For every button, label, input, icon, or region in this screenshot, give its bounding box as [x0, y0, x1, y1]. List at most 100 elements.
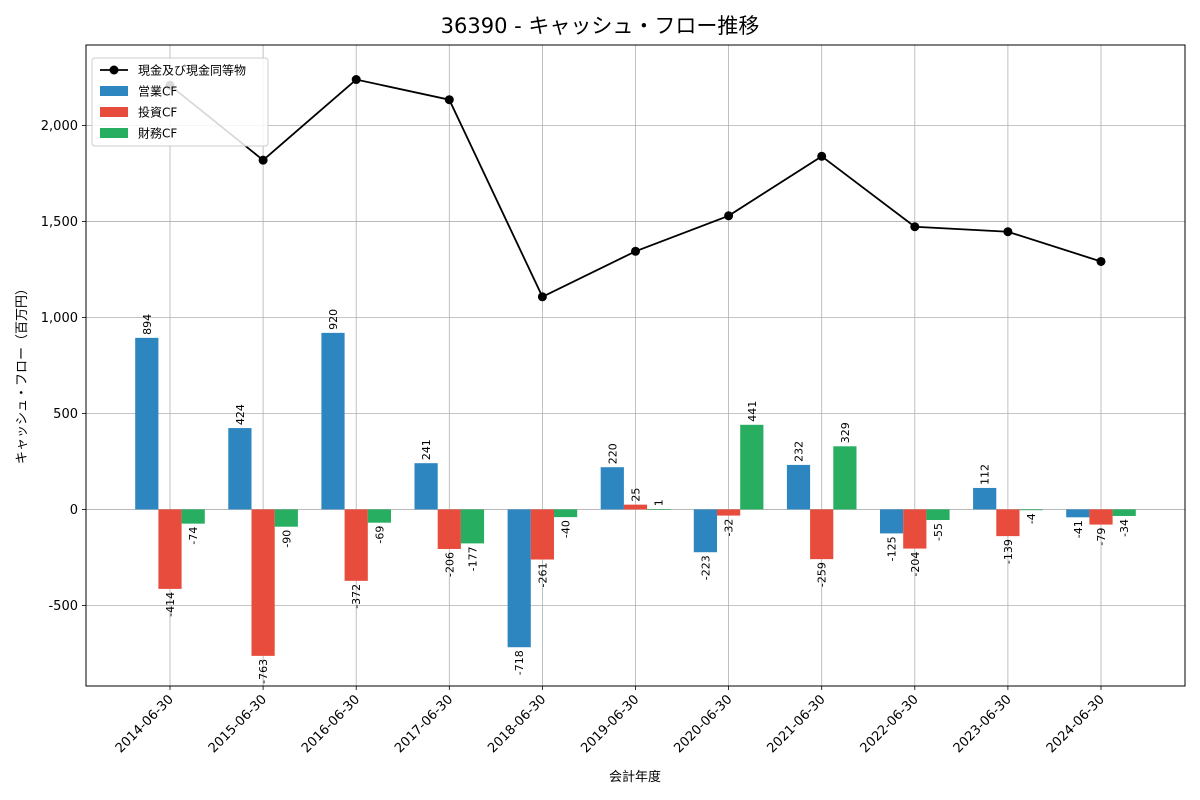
data-label: -259 [816, 562, 829, 587]
cash-point [537, 292, 547, 302]
data-labels: 894424920241-718220-223232-125112-41-414… [141, 309, 1131, 684]
bar [600, 467, 624, 510]
y-tick-label: -500 [48, 599, 78, 614]
data-label: -206 [443, 552, 456, 577]
legend-box [91, 57, 269, 147]
bar [1066, 509, 1090, 518]
data-label: -90 [280, 530, 293, 548]
legend-entry: 現金及び現金同等物 [138, 63, 246, 78]
data-label: -372 [350, 584, 363, 609]
cash-point [258, 155, 268, 165]
legend-bar-swatch [100, 107, 128, 117]
bar [996, 509, 1020, 537]
y-tick-label: 0 [70, 503, 78, 518]
cash-point [1003, 227, 1013, 237]
data-label: -32 [723, 519, 736, 537]
bar [880, 509, 904, 534]
bar-series [135, 332, 1136, 656]
bar [926, 509, 950, 520]
bar [181, 509, 205, 524]
cash-point [724, 211, 734, 221]
cash-point [631, 246, 640, 256]
y-tick-label: 2,000 [41, 119, 78, 134]
bar [810, 509, 834, 560]
legend-entry: 財務CF [138, 126, 177, 141]
legend-bar-swatch [100, 86, 128, 96]
y-tick-label: 1,500 [41, 215, 78, 230]
data-label: -125 [886, 536, 899, 561]
data-label: -41 [1072, 520, 1085, 538]
bar [554, 509, 578, 518]
data-label: -79 [1095, 528, 1108, 546]
line-series [165, 75, 1106, 302]
cash-point [444, 95, 454, 105]
legend-entry: 営業CF [138, 85, 177, 99]
bar [903, 509, 927, 549]
data-label: -204 [909, 552, 922, 577]
data-label: 1 [653, 499, 666, 506]
bar [1089, 509, 1113, 525]
bar [717, 509, 741, 516]
data-label: 329 [839, 422, 852, 443]
cash-point [351, 75, 361, 85]
bar [693, 509, 717, 553]
data-label: -223 [699, 555, 712, 580]
data-label: -261 [536, 563, 549, 588]
bar [414, 463, 438, 510]
data-label: 894 [141, 314, 154, 335]
data-label: 424 [234, 404, 247, 425]
bar [1019, 509, 1043, 511]
legend-marker-swatch [109, 65, 119, 75]
bar [1112, 509, 1136, 516]
bar [740, 424, 764, 510]
data-label: -34 [1118, 519, 1131, 537]
bar [251, 509, 275, 656]
chart-title: 36390 - キャッシュ・フロー推移 [441, 14, 760, 38]
data-label: 920 [327, 309, 340, 330]
bar [274, 509, 298, 527]
data-label: -718 [513, 650, 526, 675]
data-label: -414 [164, 592, 177, 617]
data-label: -74 [187, 527, 200, 545]
data-label: 25 [630, 488, 643, 502]
bar [460, 509, 485, 544]
x-axis-title: 会計年度 [609, 769, 661, 785]
data-label: -177 [467, 546, 480, 571]
data-label: -763 [257, 659, 270, 684]
y-tick-label: 500 [53, 407, 78, 422]
cash-point [1096, 256, 1106, 266]
y-tick-label: 1,000 [41, 311, 78, 326]
y-axis-title: キャッシュ・フロー（百万円） [15, 282, 30, 464]
bar [833, 446, 857, 510]
data-label: -40 [560, 520, 573, 538]
bar [158, 509, 182, 589]
bar [647, 509, 671, 510]
data-label: -69 [373, 526, 386, 544]
legend-bar-swatch [100, 128, 128, 138]
bar [135, 337, 159, 510]
cash-point [910, 222, 920, 232]
data-label: 232 [793, 441, 806, 462]
data-label: 241 [420, 439, 433, 460]
data-label: -4 [1025, 513, 1038, 524]
bar [786, 464, 811, 510]
bar [367, 509, 391, 523]
bar [321, 332, 345, 510]
bar [507, 509, 531, 648]
data-label: -55 [932, 523, 945, 541]
data-label: 441 [746, 401, 759, 422]
data-label: 112 [979, 464, 992, 485]
data-label: -139 [1002, 539, 1015, 564]
bar [344, 509, 368, 581]
bar [228, 428, 252, 510]
cash-point [817, 151, 827, 161]
bar [437, 509, 461, 549]
data-label: 220 [606, 443, 619, 464]
bar [530, 509, 554, 560]
legend-entry: 投資CF [138, 105, 177, 120]
bar [973, 487, 997, 510]
bar [623, 504, 648, 510]
